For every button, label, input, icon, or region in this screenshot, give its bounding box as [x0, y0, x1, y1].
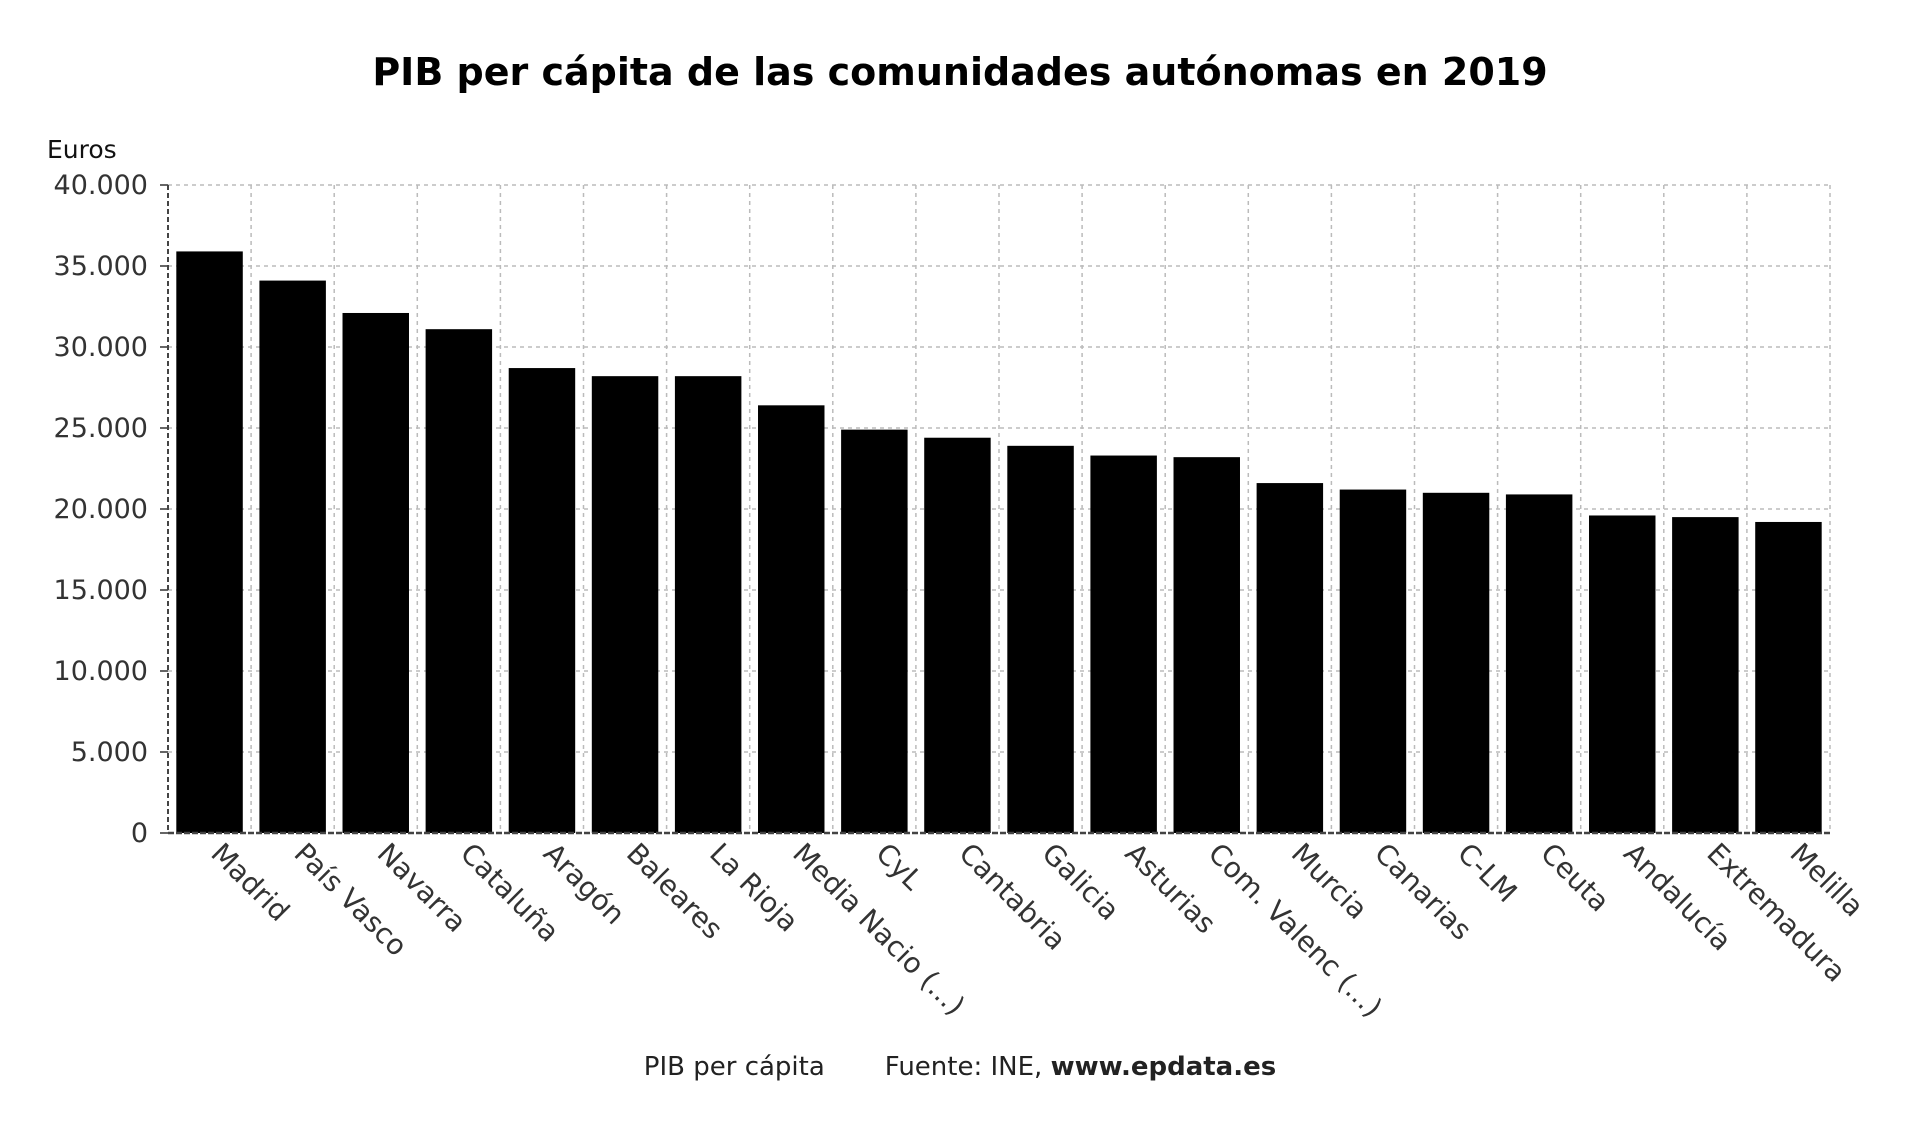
chart-footer: PIB per cápita Fuente: INE, www.epdata.es	[0, 1052, 1920, 1082]
bar-murcia	[1256, 483, 1324, 833]
bar-galicia	[1007, 445, 1074, 833]
gridlines	[168, 184, 1831, 833]
bar-madrid	[176, 251, 243, 834]
bar-pa-s-vasco	[259, 280, 326, 834]
y-tick-label: 30.000	[54, 332, 148, 363]
source-link[interactable]: www.epdata.es	[1050, 1052, 1277, 1082]
source-prefix: Fuente: INE,	[884, 1052, 1051, 1082]
bar-la-rioja	[674, 376, 742, 833]
y-tick-label: 15.000	[54, 575, 148, 606]
bar-baleares	[591, 376, 659, 833]
bar-cyl	[841, 429, 908, 833]
bar-canarias	[1339, 489, 1407, 833]
bar-catalu-a	[425, 329, 493, 833]
y-axis-label: Euros	[47, 135, 117, 164]
y-tick-label: 10.000	[54, 656, 148, 687]
y-tick-label: 35.000	[54, 251, 148, 282]
bars	[176, 251, 1822, 834]
y-tick-label: 5.000	[71, 737, 148, 768]
bar-melilla	[1755, 521, 1822, 833]
bar-extremadura	[1672, 517, 1739, 833]
y-tick-labels: 0 5.000 10.000 15.000 20.000 25.000 30.000 35.0…	[54, 170, 148, 849]
x-tick-label: Ceuta	[1534, 837, 1616, 919]
bar-media-nacio	[758, 405, 825, 833]
bar-ceuta	[1505, 494, 1573, 833]
chart-title: PIB per cápita de las comunidades autóno…	[372, 50, 1548, 94]
bar-com-valenc	[1173, 457, 1240, 833]
bar-cantabria	[924, 437, 991, 833]
y-tick-label: 20.000	[54, 494, 148, 525]
legend-series-label: PIB per cápita	[643, 1052, 825, 1082]
y-tick-label: 25.000	[54, 413, 148, 444]
axes	[160, 184, 1830, 835]
bar-c-lm	[1422, 492, 1490, 833]
bar-arag-n	[508, 368, 576, 833]
x-tick-label: C-LM	[1451, 837, 1523, 909]
y-tick-label: 0	[131, 818, 148, 849]
x-tick-label: Madrid	[205, 837, 296, 928]
bar-asturias	[1090, 455, 1157, 833]
x-tick-label: Asturias	[1119, 837, 1223, 941]
x-tick-label: CyL	[869, 837, 929, 897]
y-tick-label: 40.000	[54, 170, 148, 201]
bar-navarra	[342, 312, 409, 834]
bar-andaluc-a	[1589, 515, 1656, 833]
